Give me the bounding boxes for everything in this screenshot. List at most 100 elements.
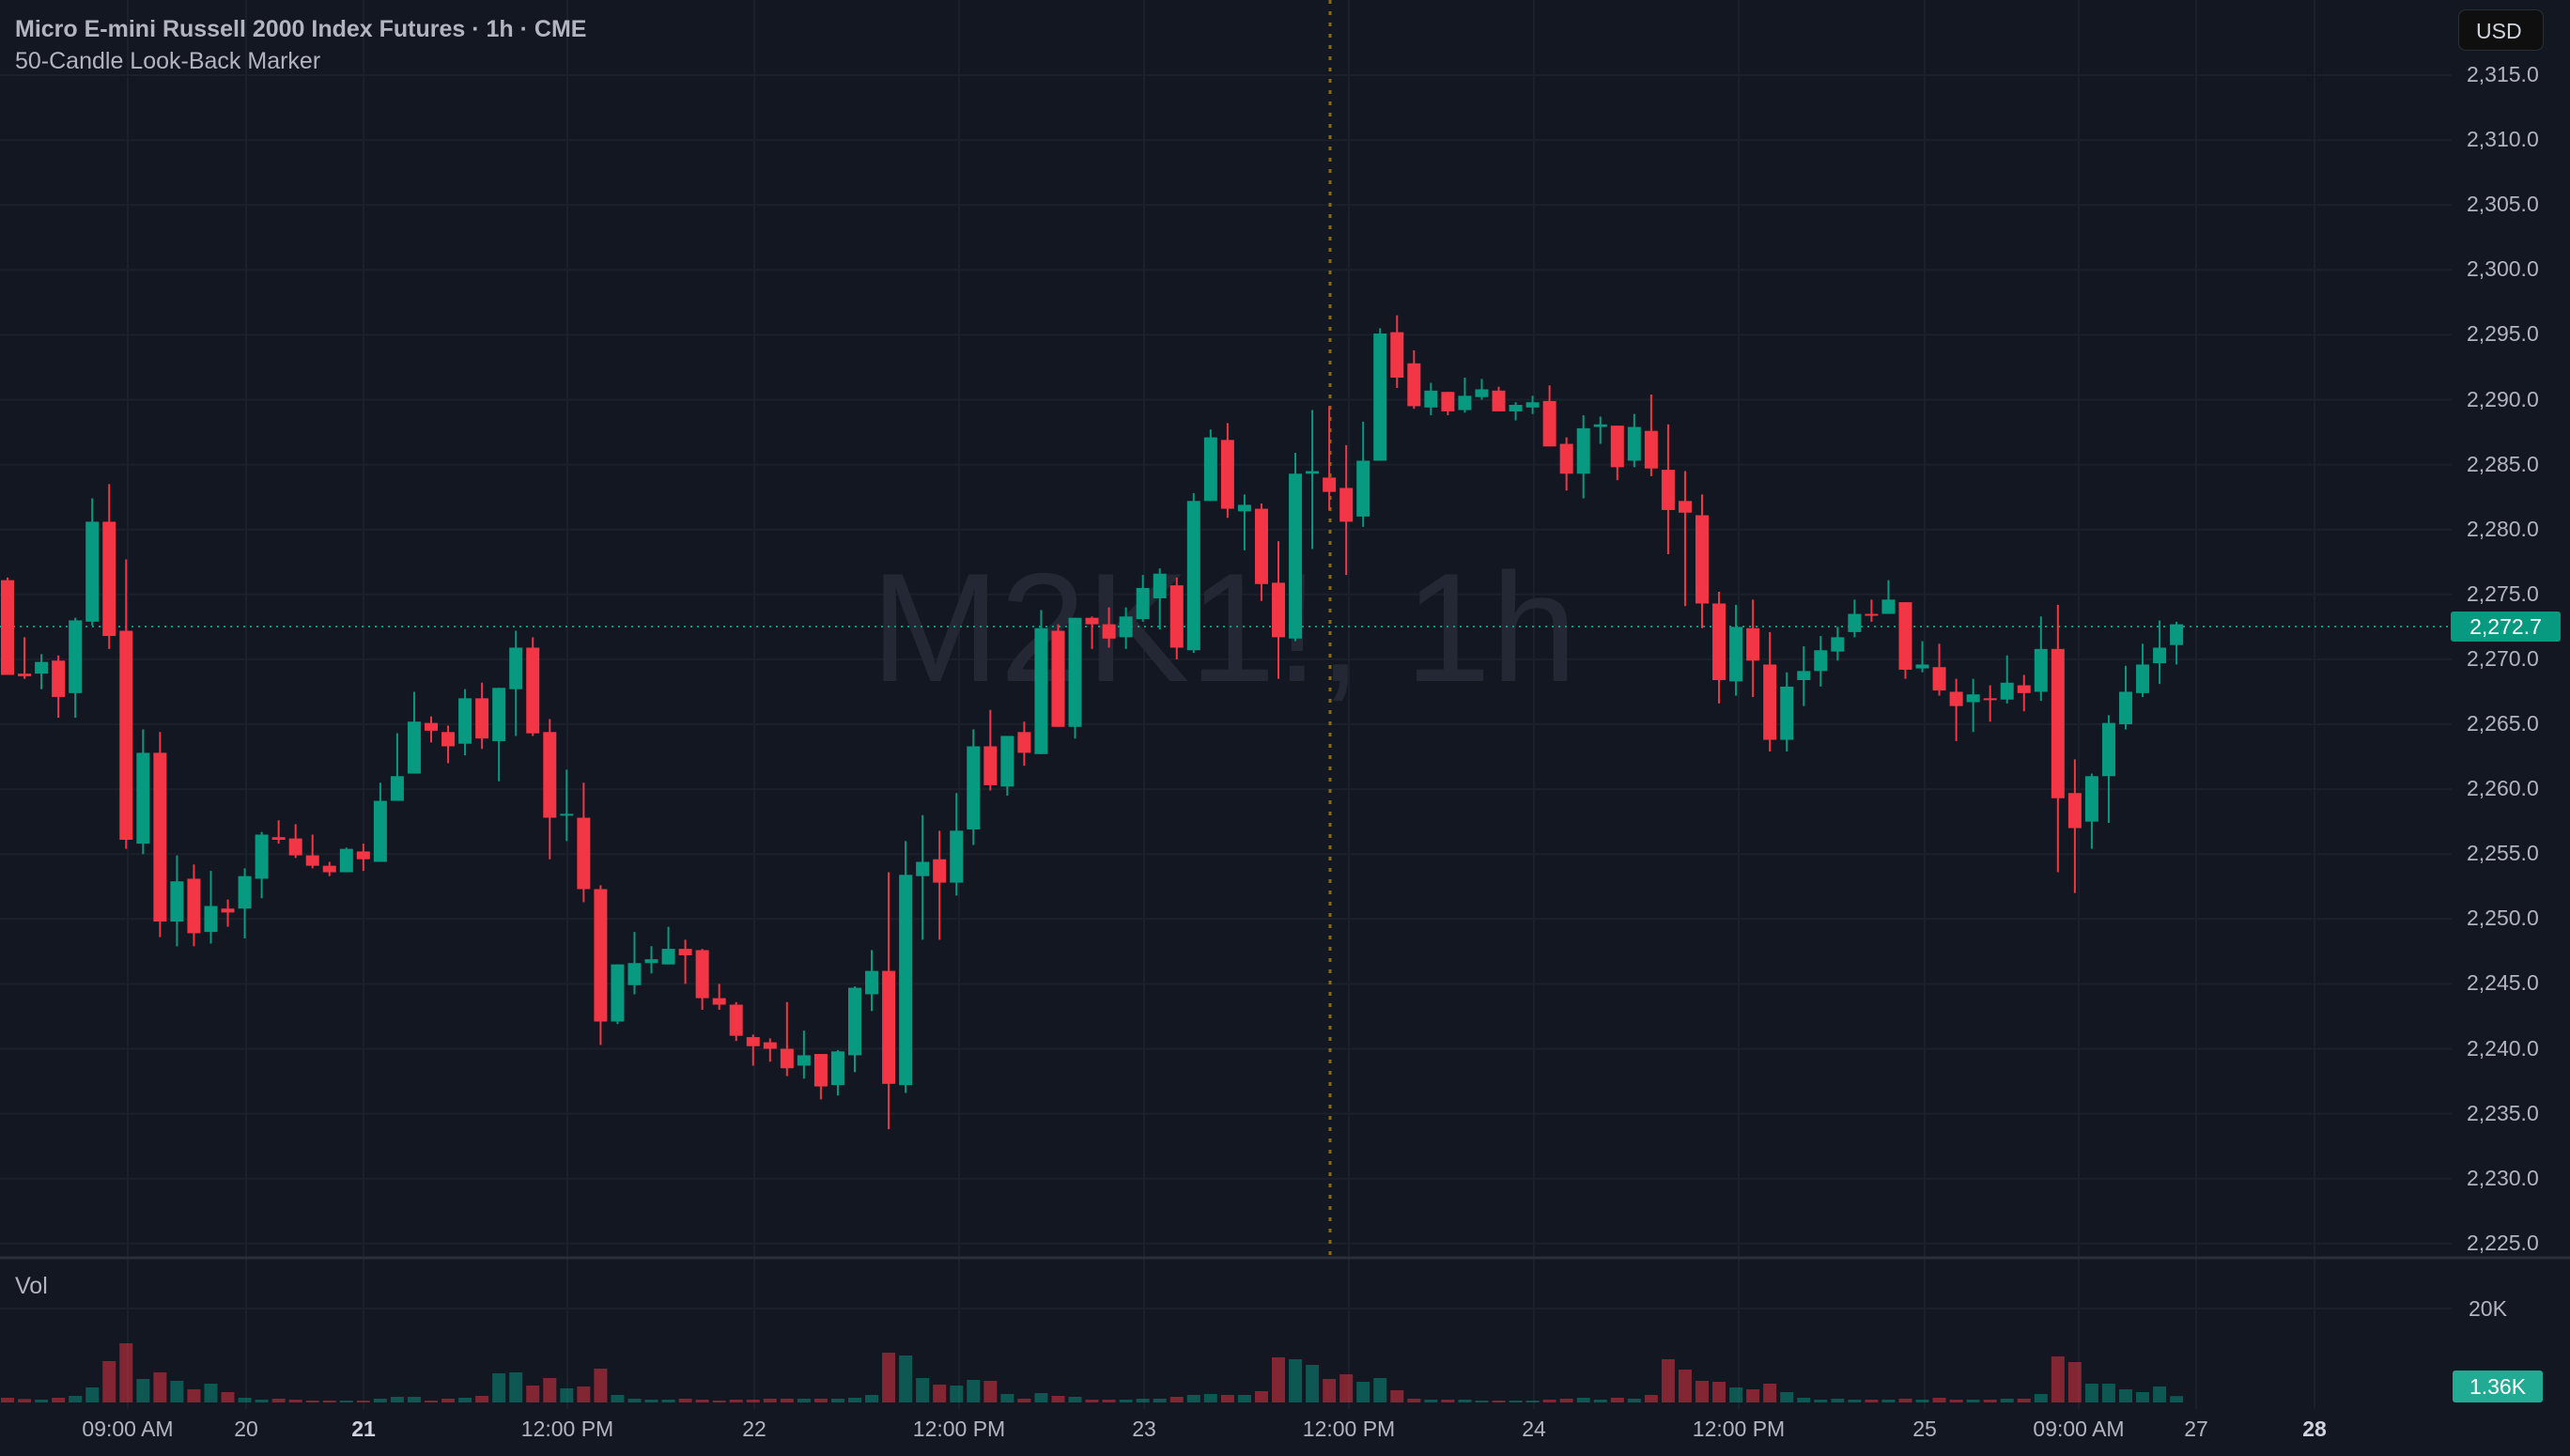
candle-body xyxy=(305,855,319,866)
candle xyxy=(52,655,66,719)
candle xyxy=(627,932,642,995)
candle xyxy=(813,1054,828,1100)
volume-bar xyxy=(373,1399,387,1402)
candle xyxy=(1763,631,1777,752)
volume-bar xyxy=(2084,1384,2098,1402)
candle xyxy=(1881,580,1896,614)
candle-body xyxy=(1153,573,1167,598)
volume-pane-title[interactable]: Vol xyxy=(15,1273,48,1299)
candle-body xyxy=(1102,624,1116,639)
volume-bar xyxy=(1356,1382,1370,1402)
volume-bar xyxy=(1525,1401,1540,1402)
price-tick-label: 2,230.0 xyxy=(2467,1165,2539,1190)
candle xyxy=(2051,604,2065,873)
candle-body xyxy=(1272,582,1285,638)
volume-bar xyxy=(763,1399,777,1402)
candle-body xyxy=(1865,613,1879,616)
candle xyxy=(153,732,167,937)
candle-body xyxy=(882,970,896,1084)
candle xyxy=(780,1001,794,1077)
candle xyxy=(746,1034,760,1066)
candle xyxy=(1915,641,1929,673)
candle xyxy=(1034,610,1048,754)
candle xyxy=(1306,410,1320,550)
volume-bar xyxy=(492,1373,506,1402)
volume-bar xyxy=(339,1401,353,1402)
volume-bar xyxy=(1593,1400,1607,1402)
price-tick-label: 2,275.0 xyxy=(2467,581,2539,606)
candle xyxy=(882,872,896,1130)
candle-body xyxy=(1492,390,1506,411)
candle xyxy=(644,946,658,974)
candle-body xyxy=(899,875,913,1086)
candle xyxy=(2136,643,2150,697)
volume-bar xyxy=(1458,1400,1472,1402)
volume-bar xyxy=(1306,1365,1320,1402)
volume-bar xyxy=(933,1385,947,1402)
candle-body xyxy=(1051,630,1065,727)
volume-bar xyxy=(35,1400,49,1402)
candle-body xyxy=(1237,504,1251,512)
candle-body xyxy=(187,878,201,934)
candles xyxy=(1,315,2184,1130)
candle xyxy=(678,939,692,984)
candle-body xyxy=(407,721,421,774)
candle-body xyxy=(2119,691,2132,724)
candle-body xyxy=(797,1055,811,1066)
candle-body xyxy=(644,959,658,964)
candle-body xyxy=(492,688,506,741)
volume-bar xyxy=(1678,1370,1692,1402)
volume-bar xyxy=(1,1398,14,1402)
currency-button[interactable]: USD xyxy=(2458,9,2544,51)
candle xyxy=(18,637,32,679)
indicator-name[interactable]: 50-Candle Look-Back Marker xyxy=(15,48,321,74)
symbol-title[interactable]: Micro E-mini Russell 2000 Index Futures … xyxy=(15,16,587,42)
candle-body xyxy=(1373,333,1387,461)
volume-bar xyxy=(1966,1400,1980,1402)
volume-bar xyxy=(407,1397,421,1402)
volume-bar xyxy=(1203,1394,1217,1402)
candle xyxy=(916,814,930,940)
candle-body xyxy=(1017,732,1031,753)
candle xyxy=(509,630,523,736)
price-tick-label: 2,285.0 xyxy=(2467,451,2539,476)
candle-body xyxy=(136,752,150,844)
volume-bar xyxy=(712,1401,726,1402)
candle xyxy=(1323,406,1337,510)
candle xyxy=(441,725,456,764)
candle xyxy=(407,691,421,774)
candle-body xyxy=(1627,426,1641,461)
volume-bar xyxy=(1220,1395,1234,1402)
candle xyxy=(1814,636,1828,687)
volume-bar xyxy=(1424,1400,1438,1402)
candle-body xyxy=(322,865,336,873)
volume-bar xyxy=(1881,1400,1896,1402)
volume-bar xyxy=(2136,1392,2150,1402)
candle xyxy=(1254,503,1268,601)
volume-bar xyxy=(1865,1400,1879,1402)
volume-bar xyxy=(729,1400,743,1402)
candle xyxy=(1695,494,1709,628)
candle-body xyxy=(1831,637,1845,652)
candle xyxy=(288,824,302,859)
volume-bar xyxy=(950,1386,964,1402)
candle xyxy=(1220,423,1234,519)
candle-body xyxy=(441,732,456,747)
candle-body xyxy=(1,580,14,675)
candle xyxy=(1017,721,1031,767)
candle-body xyxy=(204,906,218,933)
candle-body xyxy=(2101,722,2115,777)
volume-bar xyxy=(1068,1397,1082,1402)
candle-body xyxy=(1509,405,1523,411)
candle-body xyxy=(1390,332,1404,379)
candle-body xyxy=(1542,400,1556,447)
volume-bar xyxy=(882,1353,896,1402)
last-price-tag: 2,272.7 xyxy=(2451,612,2561,642)
candle xyxy=(1407,349,1421,410)
volume-bar xyxy=(2119,1389,2132,1402)
candle-body xyxy=(1932,667,1946,691)
candle-body xyxy=(356,851,370,860)
candle-body xyxy=(813,1054,828,1087)
candle-body xyxy=(1661,470,1675,510)
